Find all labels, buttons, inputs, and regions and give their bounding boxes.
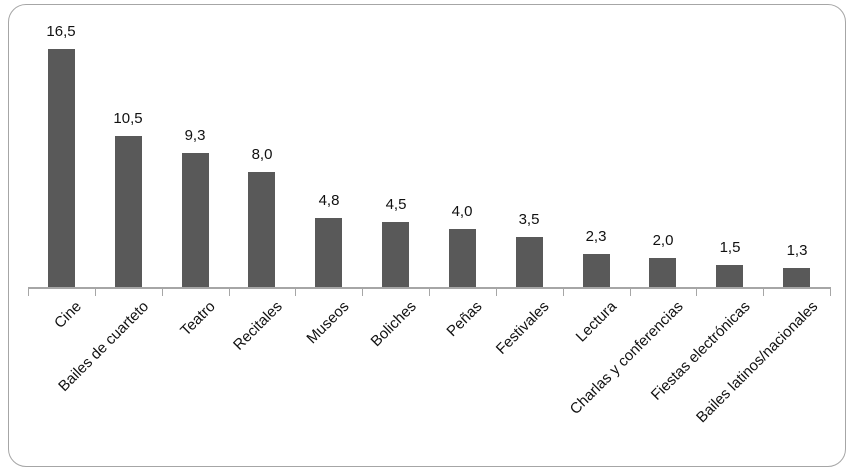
value-label: 10,5	[113, 110, 143, 127]
value-label: 8,0	[251, 146, 273, 163]
chart-frame	[8, 4, 846, 467]
value-label: 9,3	[184, 127, 206, 144]
bar	[649, 258, 676, 287]
bar	[115, 136, 142, 287]
category-label: Lectura	[572, 298, 621, 346]
x-axis-tick	[830, 289, 831, 296]
x-axis-tick	[28, 289, 29, 296]
category-label: Cine	[51, 298, 86, 332]
x-axis-tick	[763, 289, 764, 296]
bar	[248, 172, 275, 287]
value-label: 2,3	[585, 228, 607, 245]
category-label: Bailes latinos/nacionales	[692, 298, 822, 427]
category-label: Charlas y conferencias	[567, 298, 688, 418]
bar	[583, 254, 610, 287]
category-label: Festivales	[493, 298, 554, 358]
x-axis-tick	[496, 289, 497, 296]
x-axis-tick	[563, 289, 564, 296]
bar	[315, 218, 342, 287]
bar	[48, 49, 75, 287]
category-label: Recitales	[230, 298, 287, 354]
bar	[182, 153, 209, 287]
bar	[382, 222, 409, 287]
category-label: Boliches	[367, 298, 421, 351]
x-axis-tick	[229, 289, 230, 296]
x-axis-tick	[630, 289, 631, 296]
value-label: 2,0	[652, 232, 674, 249]
x-axis-tick	[429, 289, 430, 296]
x-axis-line	[28, 287, 831, 289]
bar	[449, 229, 476, 287]
category-label: Peñas	[443, 298, 487, 341]
x-axis-tick	[95, 289, 96, 296]
value-label: 4,8	[318, 192, 340, 209]
value-label: 4,5	[385, 196, 407, 213]
bar	[516, 237, 543, 287]
value-label: 4,0	[451, 203, 473, 220]
x-axis-tick	[696, 289, 697, 296]
category-label: Museos	[303, 298, 354, 348]
category-label: Teatro	[177, 298, 220, 340]
x-axis-tick	[295, 289, 296, 296]
value-label: 3,5	[518, 211, 540, 228]
x-axis-tick	[162, 289, 163, 296]
bar	[716, 265, 743, 287]
value-label: 1,5	[719, 239, 741, 256]
x-axis-tick	[362, 289, 363, 296]
bar	[783, 268, 810, 287]
value-label: 1,3	[786, 242, 808, 259]
value-label: 16,5	[46, 23, 76, 40]
